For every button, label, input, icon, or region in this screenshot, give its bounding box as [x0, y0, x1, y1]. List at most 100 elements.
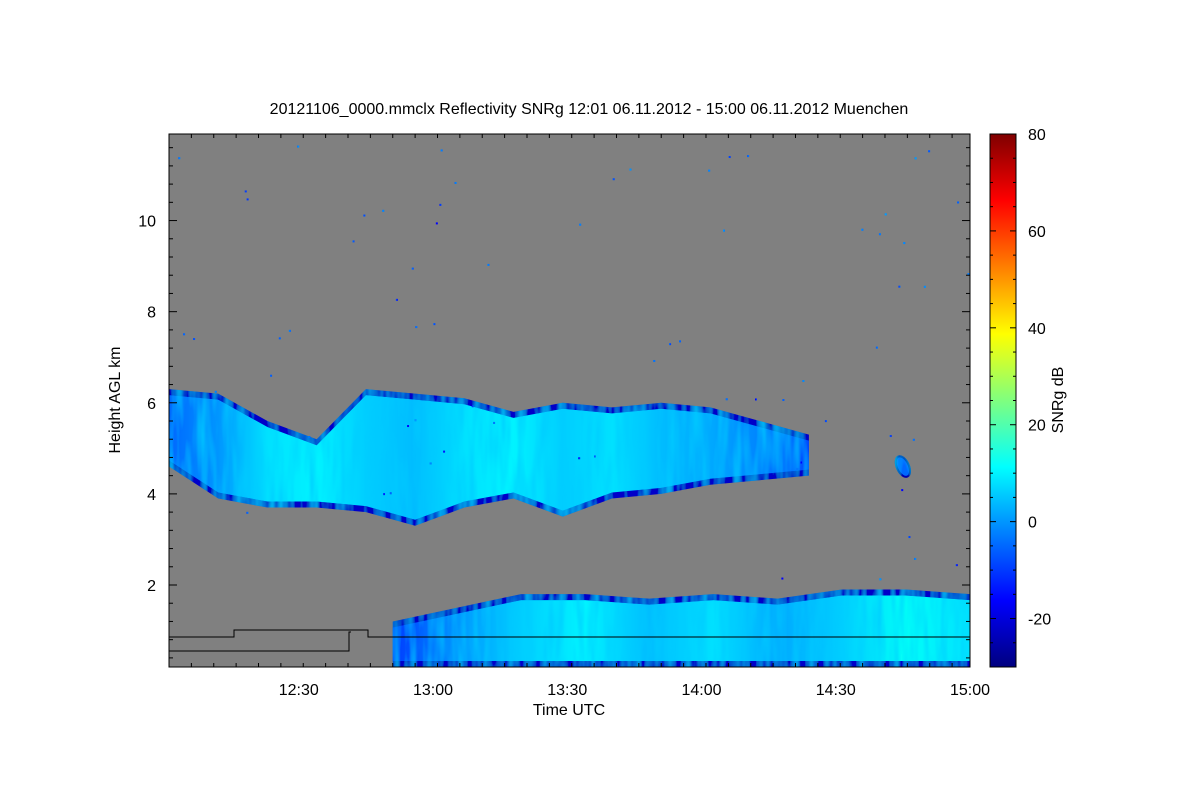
noise-pixel — [288, 329, 291, 332]
noise-pixel — [183, 333, 186, 336]
noise-pixel — [244, 190, 247, 193]
noise-pixel — [487, 263, 490, 266]
noise-pixel — [914, 157, 917, 160]
noise-pixel — [928, 150, 931, 153]
colorbar-tick-label: 80 — [1028, 127, 1046, 144]
noise-pixel — [914, 557, 917, 560]
x-axis-label: Time UTC — [533, 702, 605, 719]
noise-pixel — [629, 168, 632, 171]
isolated-echo — [894, 455, 912, 478]
noise-pixel — [270, 374, 273, 377]
y-tick-label: 10 — [138, 214, 156, 231]
noise-pixel — [879, 578, 882, 581]
noise-pixel — [411, 267, 414, 270]
noise-pixel — [824, 420, 827, 423]
chart-title: 20121106_0000.mmclx Reflectivity SNRg 12… — [270, 101, 909, 118]
noise-pixel — [878, 233, 881, 236]
noise-pixel — [493, 421, 496, 424]
noise-pixel — [389, 492, 392, 495]
noise-pixel — [908, 536, 911, 539]
noise-pixel — [178, 157, 181, 160]
y-tick-label: 2 — [147, 578, 156, 595]
noise-pixel — [214, 390, 217, 393]
noise-pixel — [594, 455, 597, 458]
noise-pixel — [383, 493, 386, 496]
noise-pixel — [861, 228, 864, 231]
noise-pixel — [414, 419, 417, 422]
noise-pixel — [901, 489, 904, 492]
x-tick-label: 13:30 — [547, 682, 587, 699]
noise-pixel — [440, 149, 443, 152]
colorbar — [989, 133, 1017, 668]
noise-pixel — [352, 240, 355, 243]
noise-pixel — [781, 577, 784, 580]
noise-pixel — [955, 564, 958, 567]
noise-pixel — [957, 201, 960, 204]
x-axis: 12:30 13:00 13:30 14:00 14:30 15:00 — [168, 134, 990, 699]
y-tick-label: 6 — [147, 396, 156, 413]
x-tick-label: 14:30 — [816, 682, 856, 699]
colorbar-label: SNRg dB — [1050, 367, 1067, 434]
echo-region — [169, 395, 809, 520]
colorbar-tick-label: 20 — [1028, 418, 1046, 435]
noise-pixel — [382, 209, 385, 212]
noise-pixel — [725, 398, 728, 401]
noise-pixel — [728, 156, 731, 159]
noise-pixel — [802, 380, 805, 383]
clutter-line-lower — [169, 631, 351, 652]
noise-pixel — [395, 298, 398, 301]
noise-pixel — [246, 198, 249, 201]
x-tick-label: 14:00 — [681, 682, 721, 699]
noise-pixel — [669, 343, 672, 346]
noise-pixel — [612, 178, 615, 181]
noise-pixel — [889, 435, 892, 438]
noise-pixel — [471, 405, 474, 408]
noise-pixel — [433, 323, 436, 326]
plot-background — [169, 134, 970, 667]
noise-pixel — [415, 326, 418, 329]
noise-pixel — [754, 398, 757, 401]
y-axis-label: Height AGL km — [107, 346, 124, 453]
noise-pixel — [708, 169, 711, 172]
noise-pixel — [898, 285, 901, 288]
noise-pixel — [193, 338, 196, 341]
colorbar-tick-label: 40 — [1028, 321, 1046, 338]
y-tick-label: 4 — [147, 487, 156, 504]
noise-pixel — [782, 399, 785, 402]
colorbar-ticks: -20 0 20 40 60 80 — [990, 127, 1051, 668]
colorbar-tick-label: -20 — [1028, 612, 1051, 629]
noise-pixel — [747, 155, 750, 158]
noise-pixel — [407, 425, 410, 428]
noise-pixel — [875, 346, 878, 349]
colorbar-tick-label: 0 — [1028, 515, 1037, 532]
noise-pixel — [443, 450, 446, 453]
noise-pixel — [308, 436, 311, 439]
x-tick-label: 15:00 — [950, 682, 990, 699]
clutter-line-upper — [169, 629, 970, 638]
echo-layer — [169, 145, 970, 667]
noise-pixel — [923, 285, 926, 288]
y-tick-label: 8 — [147, 305, 156, 322]
noise-pixel — [246, 511, 249, 514]
x-tick-label: 12:30 — [279, 682, 319, 699]
noise-pixel — [578, 457, 581, 460]
noise-pixel — [912, 438, 915, 441]
noise-pixel — [579, 223, 582, 226]
noise-pixel — [884, 213, 887, 216]
noise-pixel — [653, 359, 656, 362]
noise-pixel — [429, 462, 432, 465]
plot-frame — [168, 133, 971, 668]
ground-clutter — [169, 629, 970, 652]
noise-pixel — [363, 214, 366, 217]
noise-pixel — [439, 203, 442, 206]
noise-pixel — [297, 145, 300, 148]
noise-pixel — [278, 337, 281, 340]
noise-pixel — [454, 181, 457, 184]
echo-region — [392, 595, 970, 661]
noise-pixel — [722, 229, 725, 232]
noise-pixel — [800, 461, 803, 464]
noise-pixel — [796, 467, 799, 470]
x-tick-label: 13:00 — [413, 682, 453, 699]
noise-pixel — [435, 222, 438, 225]
